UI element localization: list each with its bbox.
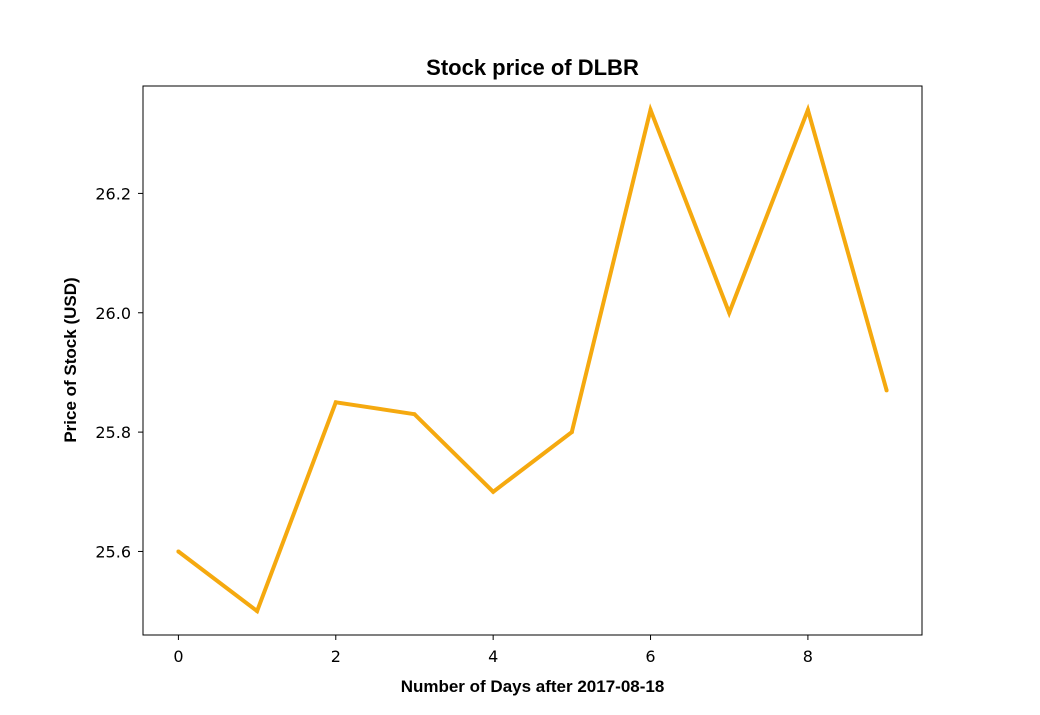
data-point (333, 400, 338, 405)
x-axis-ticks: 0 2 4 6 8 (173, 635, 813, 666)
data-point (884, 388, 889, 393)
data-point (648, 107, 653, 112)
data-point (255, 609, 260, 614)
data-point (727, 310, 732, 315)
plot-area-frame (142, 85, 923, 636)
data-point (412, 412, 417, 417)
y-tick-label: 26.2 (95, 184, 131, 203)
chart-title: Stock price of DLBR (426, 55, 639, 80)
x-tick-label: 6 (645, 647, 655, 666)
y-tick-label: 25.8 (95, 423, 131, 442)
y-axis-label: Price of Stock (USD) (61, 277, 80, 442)
data-points (176, 107, 889, 614)
x-tick-label: 0 (173, 647, 183, 666)
x-axis-label: Number of Days after 2017-08-18 (401, 677, 665, 696)
data-point (176, 549, 181, 554)
x-tick-label: 2 (331, 647, 341, 666)
data-point (805, 107, 810, 112)
x-tick-label: 8 (803, 647, 813, 666)
y-axis-ticks: 25.6 25.8 26.0 26.2 (95, 184, 143, 561)
data-point (569, 430, 574, 435)
x-tick-label: 4 (488, 647, 498, 666)
data-point (491, 489, 496, 494)
series-line (177, 103, 889, 615)
y-tick-label: 26.0 (95, 304, 131, 323)
y-tick-label: 25.6 (95, 542, 131, 561)
